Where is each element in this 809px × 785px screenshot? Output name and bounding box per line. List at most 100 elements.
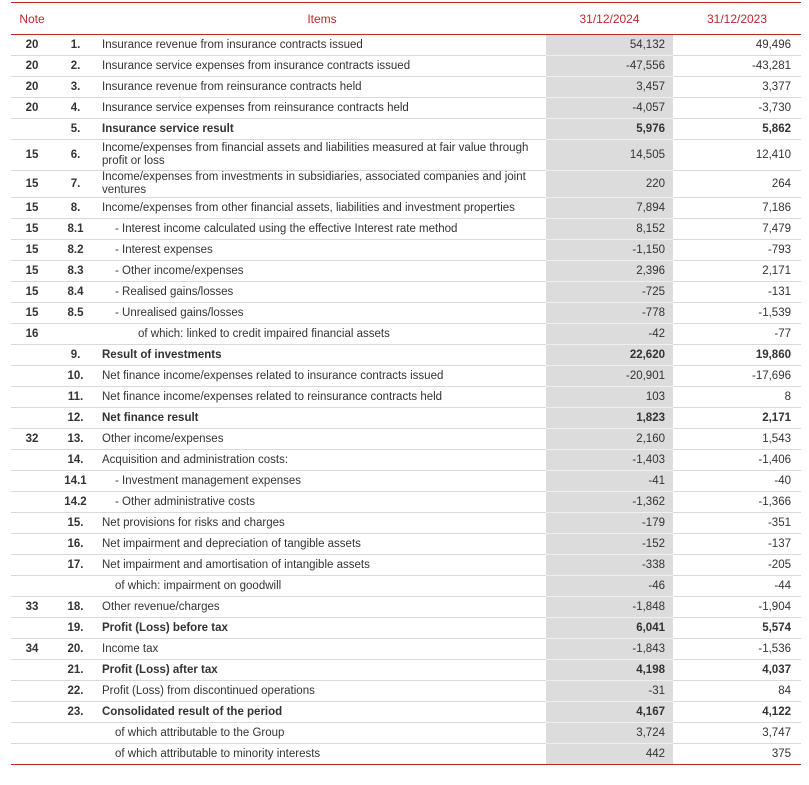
header-note: Note (11, 2, 53, 35)
row-note (11, 701, 53, 723)
row-number: 20. (53, 638, 98, 660)
row-value-2024: 7,894 (546, 197, 673, 219)
row-value-2023: 84 (673, 680, 801, 702)
row-value-2024: 2,396 (546, 260, 673, 282)
row-note (11, 743, 53, 765)
row-value-2023: -3,730 (673, 97, 801, 119)
row-note (11, 512, 53, 534)
row-note (11, 491, 53, 513)
row-item-label: Profit (Loss) before tax (98, 617, 546, 639)
row-value-2023: -1,539 (673, 302, 801, 324)
row-note: 15 (11, 239, 53, 261)
table-row: 15. Net provisions for risks and charges -… (11, 512, 801, 534)
row-note: 20 (11, 55, 53, 77)
row-value-2023: 4,037 (673, 659, 801, 681)
row-item-label: Insurance revenue from reinsurance contr… (98, 76, 546, 98)
row-value-2023: -77 (673, 323, 801, 345)
row-value-2023: -793 (673, 239, 801, 261)
row-number: 7. (53, 170, 98, 198)
row-number: 3. (53, 76, 98, 98)
row-number (53, 323, 98, 345)
row-number: 12. (53, 407, 98, 429)
row-item-label: Consolidated result of the period (98, 701, 546, 723)
table-row: 14.1- Investment management expenses -41-… (11, 470, 801, 492)
row-value-2024: -725 (546, 281, 673, 303)
row-item-label: Other revenue/charges (98, 596, 546, 618)
row-number: 14.2 (53, 491, 98, 513)
table-row: 14. Acquisition and administration costs:… (11, 449, 801, 471)
row-value-2024: -778 (546, 302, 673, 324)
row-item-label: of which attributable to the Group (98, 722, 546, 744)
table-row: 11. Net finance income/expenses related t… (11, 386, 801, 408)
row-note (11, 554, 53, 576)
table-row: of which attributable to minority intere… (11, 743, 801, 765)
row-number: 19. (53, 617, 98, 639)
row-item-label: Income/expenses from investments in subs… (98, 170, 546, 198)
row-item-label: Net provisions for risks and charges (98, 512, 546, 534)
table-row: 34 20. Income tax -1,843 -1,536 (11, 638, 801, 660)
row-value-2023: -17,696 (673, 365, 801, 387)
row-number: 8.5 (53, 302, 98, 324)
row-value-2024: 1,823 (546, 407, 673, 429)
row-item-label: of which: linked to credit impaired fina… (98, 323, 546, 345)
row-number (53, 575, 98, 597)
row-note: 20 (11, 76, 53, 98)
table-row: 16. Net impairment and depreciation of ta… (11, 533, 801, 555)
row-value-2023: 7,186 (673, 197, 801, 219)
row-value-2023: -131 (673, 281, 801, 303)
row-value-2023: -351 (673, 512, 801, 534)
row-note (11, 659, 53, 681)
table-row: 15 8. Income/expenses from other financial… (11, 197, 801, 219)
row-item-label: Result of investments (98, 344, 546, 366)
row-item-label: Profit (Loss) after tax (98, 659, 546, 681)
table-row: 33 18. Other revenue/charges -1,848 -1,904 (11, 596, 801, 618)
table-row: 15 8.4- Realised gains/losses -725 -131 (11, 281, 801, 303)
row-number: 8.2 (53, 239, 98, 261)
row-value-2024: 4,167 (546, 701, 673, 723)
row-value-2023: -43,281 (673, 55, 801, 77)
row-value-2024: 6,041 (546, 617, 673, 639)
row-value-2024: 22,620 (546, 344, 673, 366)
table-row: 20 3. Insurance revenue from reinsurance c… (11, 76, 801, 98)
row-number: 8.1 (53, 218, 98, 240)
table-row: 15 8.3- Other income/expenses 2,396 2,171 (11, 260, 801, 282)
row-note: 15 (11, 197, 53, 219)
row-value-2023: 375 (673, 743, 801, 765)
row-value-2023: -205 (673, 554, 801, 576)
row-value-2024: -338 (546, 554, 673, 576)
row-value-2024: -20,901 (546, 365, 673, 387)
row-value-2024: -4,057 (546, 97, 673, 119)
row-value-2024: -1,848 (546, 596, 673, 618)
table-row: 14.2- Other administrative costs -1,362 -1… (11, 491, 801, 513)
header-2023: 31/12/2023 (673, 2, 801, 35)
table-row: 5. Insurance service result 5,976 5,862 (11, 118, 801, 140)
row-item-label: of which: impairment on goodwill (98, 575, 546, 597)
row-number: 1. (70, 38, 81, 51)
row-item-label: - Interest income calculated using the e… (98, 218, 546, 240)
row-number: 15. (53, 512, 98, 534)
row-number: 2. (53, 55, 98, 77)
row-note: 15 (11, 302, 53, 324)
income-statement-table: Note Items 31/12/2024 31/12/2023 20 1. Ins… (11, 2, 801, 765)
row-value-2024: 5,976 (546, 118, 673, 140)
row-value-2023: 19,860 (673, 344, 801, 366)
row-item-label: Net finance income/expenses related to i… (98, 365, 546, 387)
row-note (11, 617, 53, 639)
row-number (53, 722, 98, 744)
row-note (11, 118, 53, 140)
row-number: 4. (53, 97, 98, 119)
row-number: 10. (53, 365, 98, 387)
row-value-2024: 220 (546, 170, 673, 198)
row-number (53, 743, 98, 765)
row-item-label: Net finance result (98, 407, 546, 429)
row-item-label: Income/expenses from other financial ass… (98, 197, 546, 219)
row-item-label: Profit (Loss) from discontinued operatio… (98, 680, 546, 702)
row-value-2024: -47,556 (546, 55, 673, 77)
row-item-label: of which attributable to minority intere… (98, 743, 546, 765)
row-note: 32 (11, 428, 53, 450)
row-value-2024: 3,724 (546, 722, 673, 744)
table-row: 32 13. Other income/expenses 2,160 1,543 (11, 428, 801, 450)
row-item-label: - Investment management expenses (98, 470, 546, 492)
table-body: 20 1. Insurance revenue from insurance con… (11, 34, 801, 765)
